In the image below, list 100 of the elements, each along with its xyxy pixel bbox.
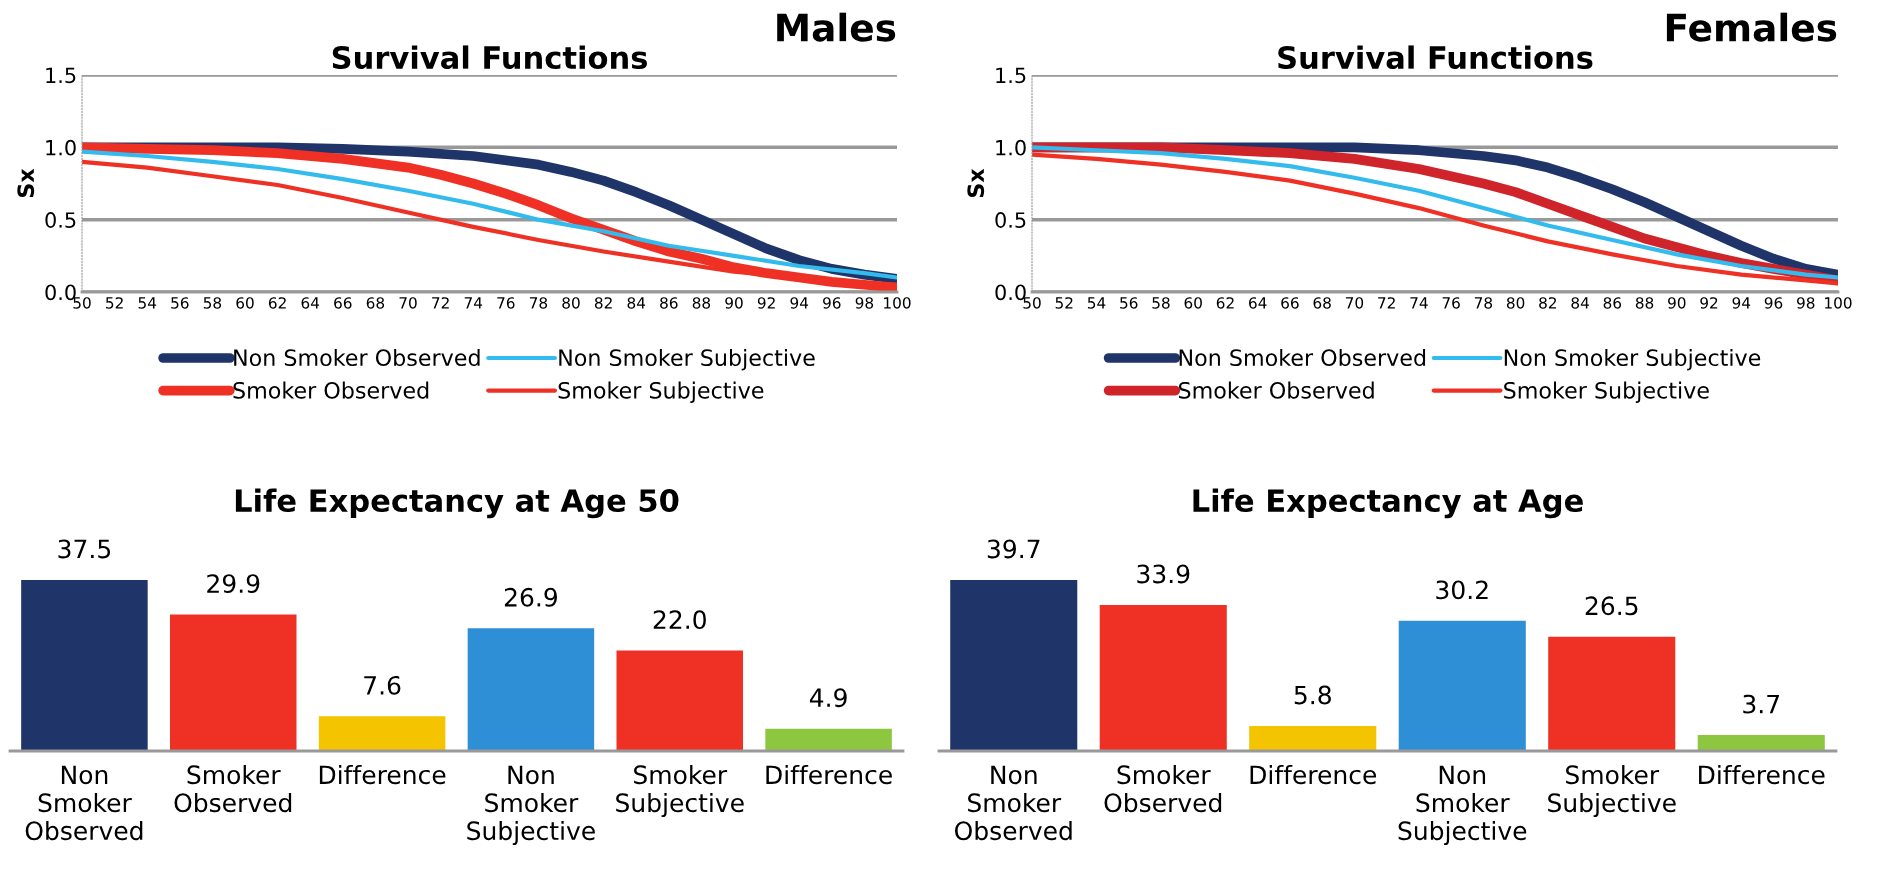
x-tick-label: 90	[725, 297, 743, 309]
bar	[21, 579, 148, 751]
x-tick-label: Smoker Subjective	[1548, 764, 1676, 818]
x-tick-label: 82	[1539, 297, 1557, 309]
data-label: 26.9	[504, 587, 557, 607]
x-tick-label: 66	[1281, 297, 1299, 309]
chart-subtitle: Females	[1666, 12, 1837, 42]
data-label: 26.5	[1585, 596, 1638, 616]
x-tick-label: 68	[366, 297, 385, 309]
x-tick-label: Smoker Subjective	[616, 764, 744, 818]
x-tick-label: Difference	[1699, 764, 1825, 785]
x-tick-label: 100	[884, 297, 911, 309]
x-tick-label: 90	[1668, 297, 1686, 309]
x-tick-label: 70	[399, 297, 417, 309]
y-tick-label: 1.5	[46, 67, 76, 84]
legend-label: Non Smoker Observed	[1179, 348, 1426, 367]
x-tick-label: 98	[855, 297, 874, 309]
x-tick-label: 56	[1120, 297, 1138, 309]
x-tick-label: 52	[1055, 297, 1073, 309]
chart-title: Life Expectancy at Age 50	[235, 488, 679, 519]
data-label: 3.7	[1743, 694, 1779, 714]
x-tick-label: Smoker Observed	[1104, 764, 1222, 813]
x-tick-label: 76	[497, 297, 515, 309]
x-tick-label: 60	[236, 297, 254, 309]
x-tick-label: 88	[692, 297, 711, 309]
x-tick-label: 74	[464, 297, 483, 309]
legend-label: Non Smoker Observed	[234, 348, 480, 367]
x-tick-label: Non Smoker Observed	[955, 765, 1072, 841]
x-tick-label: 76	[1442, 297, 1460, 309]
x-tick-label: 80	[1506, 297, 1525, 309]
x-tick-label: 100	[1825, 297, 1852, 309]
bar	[616, 650, 743, 751]
y-tick-label: 1.0	[996, 139, 1026, 156]
y-tick-label: 1.5	[996, 67, 1026, 84]
x-tick-label: 86	[660, 297, 678, 309]
bar	[170, 614, 297, 751]
data-label: 22.0	[653, 610, 706, 630]
x-tick-label: 92	[1700, 297, 1718, 309]
y-axis-title: Sx	[967, 168, 985, 198]
x-tick-label: 70	[1345, 297, 1364, 309]
x-tick-label: 54	[1087, 297, 1106, 309]
x-tick-label: 58	[203, 297, 222, 309]
x-tick-label: 94	[1732, 297, 1751, 309]
x-tick-label: 68	[1313, 297, 1331, 309]
x-tick-label: 84	[1571, 297, 1589, 309]
x-tick-label: 72	[1378, 297, 1395, 309]
x-tick-label: Non Smoker Subjective	[467, 765, 595, 846]
y-tick-label: 0.5	[995, 212, 1026, 228]
x-tick-label: 64	[1249, 297, 1267, 309]
data-label: 29.9	[207, 574, 260, 594]
x-tick-label: 80	[562, 297, 580, 309]
x-tick-label: 52	[106, 297, 123, 309]
chart-subtitle: Males	[777, 12, 896, 42]
data-label: 5.8	[1294, 685, 1331, 705]
y-tick-label: 0.5	[45, 212, 76, 228]
y-axis-title: Sx	[17, 168, 35, 198]
data-label: 4.9	[809, 688, 847, 708]
x-tick-label: Non Smoker Subjective	[1398, 765, 1527, 846]
bar	[467, 628, 595, 751]
x-tick-label: 62	[1216, 297, 1234, 309]
legend-label: Smoker Observed	[1178, 381, 1374, 399]
x-tick-label: 86	[1603, 297, 1622, 309]
x-tick-label: 60	[1184, 297, 1202, 309]
legend-label: Non Smoker Subjective	[1504, 348, 1761, 371]
bar	[765, 728, 892, 751]
bar	[1099, 604, 1227, 751]
x-tick-label: 66	[334, 297, 352, 309]
data-label: 37.5	[58, 539, 111, 559]
x-tick-label: 78	[1474, 297, 1493, 309]
legend-label: Smoker Subjective	[558, 381, 764, 404]
bar	[318, 716, 446, 751]
x-tick-label: Difference	[766, 764, 892, 785]
bar	[1548, 636, 1676, 751]
bar	[1249, 726, 1377, 751]
legend-label: Smoker Observed	[233, 381, 429, 399]
x-tick-label: 64	[301, 297, 320, 309]
x-tick-label: 98	[1797, 297, 1815, 309]
chart-title: Survival Functions	[1278, 45, 1593, 70]
data-label: 39.7	[987, 539, 1040, 559]
chart-title: Survival Functions	[332, 45, 647, 70]
x-tick-label: 96	[823, 297, 841, 309]
x-tick-label: 72	[432, 297, 449, 309]
x-tick-label: 88	[1635, 297, 1654, 309]
x-tick-label: 78	[529, 297, 548, 309]
x-tick-label: Difference	[1250, 764, 1377, 785]
x-tick-label: 62	[268, 297, 286, 309]
y-tick-label: 1.0	[46, 139, 76, 156]
x-tick-label: Difference	[319, 764, 446, 785]
x-tick-label: 74	[1410, 297, 1428, 309]
legend-label: Non Smoker Subjective	[559, 348, 815, 371]
x-tick-label: 54	[138, 297, 157, 309]
data-label: 33.9	[1137, 564, 1190, 584]
data-label: 30.2	[1436, 580, 1488, 600]
x-tick-label: Non Smoker Observed	[25, 765, 143, 841]
x-tick-label: 56	[171, 297, 189, 309]
x-tick-label: 92	[757, 297, 775, 309]
chart-title: Life Expectancy at Age	[1193, 488, 1583, 519]
x-tick-label: 84	[627, 297, 646, 309]
data-label: 7.6	[364, 675, 401, 695]
x-tick-label: 58	[1152, 297, 1170, 309]
